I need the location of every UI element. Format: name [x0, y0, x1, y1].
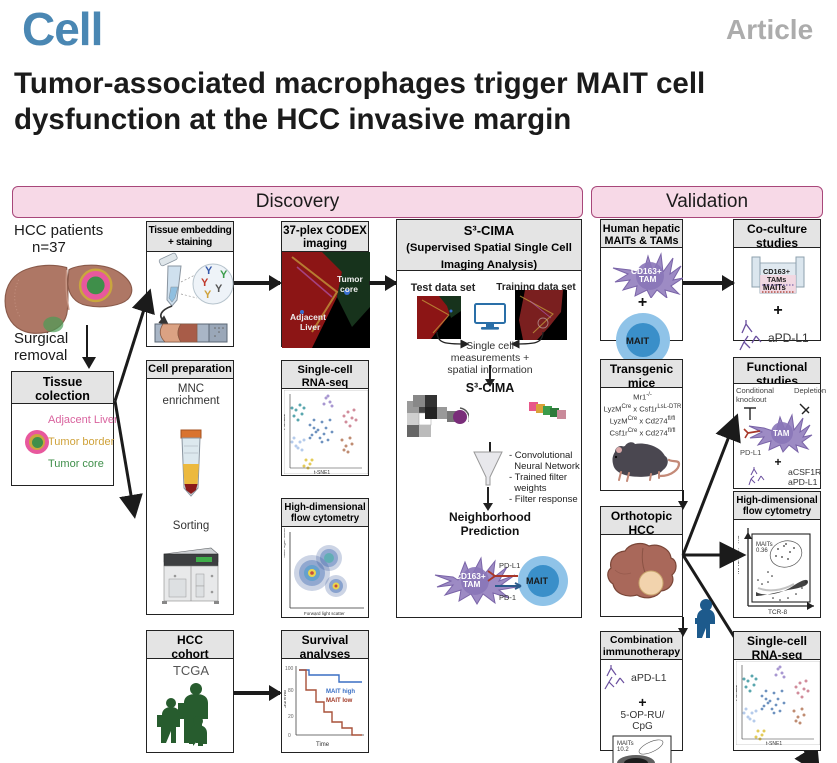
svg-text:100: 100: [285, 666, 294, 672]
svg-text:Adjacent: Adjacent: [290, 312, 326, 322]
svg-text:20: 20: [288, 714, 294, 720]
svg-text:MAIT: MAIT: [626, 336, 649, 347]
svg-text:t-SNE1: t-SNE1: [766, 741, 782, 745]
svg-text:Y: Y: [220, 269, 228, 281]
svg-text:MAIT low: MAIT low: [326, 698, 353, 704]
svg-text:Time: Time: [316, 742, 330, 748]
svg-text:Tumor: Tumor: [337, 274, 364, 284]
svg-text:aPD-L1: aPD-L1: [631, 672, 667, 684]
svg-text:Liver: Liver: [300, 322, 321, 332]
svg-text:80: 80: [288, 688, 294, 694]
svg-text:MAIT: MAIT: [526, 576, 548, 586]
svg-text:MAITs: MAITs: [763, 283, 786, 292]
svg-text:t-SNE2: t-SNE2: [736, 685, 739, 701]
svg-text:PD-1: PD-1: [499, 593, 516, 602]
svg-text:t-SNE2: t-SNE2: [284, 414, 287, 430]
svg-text:core: core: [340, 284, 358, 294]
svg-text:Survival: Survival: [284, 690, 288, 708]
svg-text:aPD-L1: aPD-L1: [768, 331, 809, 345]
svg-text:0: 0: [288, 733, 291, 739]
svg-text:t-SNE1: t-SNE1: [314, 470, 330, 474]
svg-text:10.2: 10.2: [617, 747, 629, 753]
svg-text:Y: Y: [201, 277, 209, 289]
svg-text:TAM: TAM: [463, 579, 480, 589]
svg-text:Y: Y: [204, 289, 212, 301]
svg-text:Y: Y: [205, 265, 213, 277]
svg-text:TAM: TAM: [639, 274, 656, 284]
svg-text:(FSC): (FSC): [314, 615, 326, 616]
svg-text:PD-L1: PD-L1: [499, 561, 520, 570]
svg-text:Y: Y: [215, 283, 223, 295]
svg-text:MAIT high: MAIT high: [326, 689, 355, 695]
svg-text:Side light scatter (SSC): Side light scatter (SSC): [284, 528, 286, 558]
